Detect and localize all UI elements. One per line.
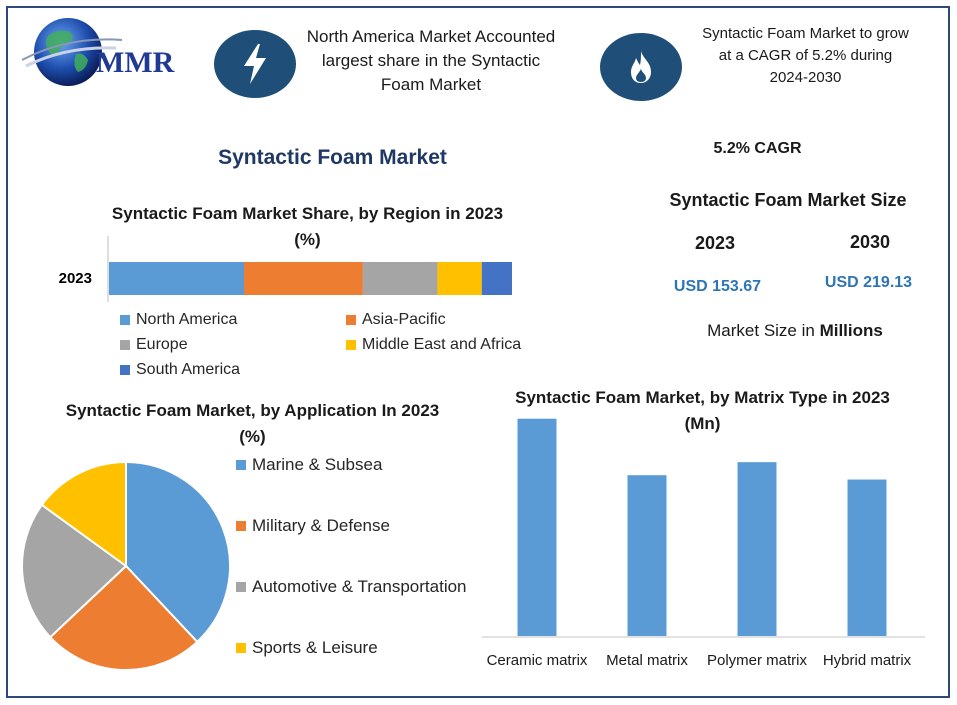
legend-swatch <box>236 643 246 653</box>
value-2023: USD 153.67 <box>673 278 762 295</box>
infographic-frame <box>6 6 950 698</box>
bar-hybrid-matrix <box>847 479 887 636</box>
legend-swatch <box>120 340 130 350</box>
market-size-unit: Market Size in Millions <box>680 321 910 341</box>
lightning-icon-badge <box>214 30 296 98</box>
bar-metal-matrix <box>627 475 667 636</box>
legend-swatch <box>236 521 246 531</box>
market-size-title: Syntactic Foam Market Size <box>669 190 907 210</box>
legend-item-sports-and-leisure: Sports & Leisure <box>236 638 378 658</box>
pie-slice-automotive-and-transportation <box>21 503 128 639</box>
bar-polymer-matrix <box>737 462 777 636</box>
legend-label: Europe <box>136 336 188 353</box>
legend-item-asia-pacific: Asia-Pacific <box>346 311 446 329</box>
legend-swatch <box>346 340 356 350</box>
matrix-chart-title: Syntactic Foam Market, by Matrix Type in… <box>515 388 890 433</box>
legend-label: Sports & Leisure <box>252 638 378 657</box>
bar-segment-north-america <box>109 262 245 295</box>
bar-segment-asia-pacific <box>244 262 363 295</box>
pie-slice-sports-and-leisure <box>40 460 127 568</box>
legend-swatch <box>120 315 130 325</box>
legend-item-middle-east-and-africa: Middle East and Africa <box>346 336 521 354</box>
legend-label: South America <box>136 361 241 378</box>
cagr-text: 5.2% CAGR <box>713 140 802 157</box>
application-chart-title: Syntactic Foam Market, by Application In… <box>65 401 440 446</box>
year-2030-label: 2030 <box>849 232 891 252</box>
x-tick-label: Polymer matrix <box>706 652 807 669</box>
legend-item-south-america: South America <box>120 361 240 379</box>
value-2030: USD 219.13 <box>824 274 913 291</box>
region-stacked-bar-chart: 2023 <box>59 236 512 302</box>
bar-segment-middle-east-and-africa <box>437 262 482 295</box>
page-title: Syntactic Foam Market <box>218 146 447 169</box>
legend-label: Military & Defense <box>252 516 390 535</box>
application-pie-chart <box>21 460 231 671</box>
legend-swatch <box>236 582 246 592</box>
bar-ceramic-matrix <box>517 418 557 636</box>
logo-text: MMR <box>96 46 175 79</box>
x-tick-label: Ceramic matrix <box>486 652 588 669</box>
bar-segment-europe <box>362 262 438 295</box>
pie-slice-marine-and-subsea <box>125 460 231 644</box>
legend-item-marine-and-subsea: Marine & Subsea <box>236 455 382 475</box>
globe-icon <box>21 18 123 86</box>
legend-label: North America <box>136 311 238 328</box>
flame-icon <box>631 51 651 83</box>
legend-item-north-america: North America <box>120 311 237 329</box>
matrix-bar-chart <box>482 418 925 638</box>
region-chart-title: Syntactic Foam Market Share, by Region i… <box>111 204 504 249</box>
info-right-text: Syntactic Foam Market to grow at a CAGR … <box>702 25 909 86</box>
bar-segment-south-america <box>481 262 512 295</box>
legend-label: Marine & Subsea <box>252 455 383 474</box>
year-2023-label: 2023 <box>694 233 736 253</box>
legend-swatch <box>236 460 246 470</box>
unit-bold: Millions <box>819 321 883 340</box>
legend-swatch <box>346 315 356 325</box>
legend-swatch <box>120 365 130 375</box>
info-left-text: North America Market Accounted largest s… <box>306 27 556 94</box>
legend-label: Asia-Pacific <box>362 311 446 328</box>
region-category-label: 2023 <box>59 270 92 287</box>
x-tick-label: Metal matrix <box>606 652 688 669</box>
pie-slice-military-and-defense <box>48 564 199 671</box>
legend-item-europe: Europe <box>120 336 188 354</box>
x-tick-label: Hybrid matrix <box>822 652 912 669</box>
legend-label: Middle East and Africa <box>362 336 522 353</box>
flame-icon-badge <box>600 33 682 101</box>
legend-item-military-and-defense: Military & Defense <box>236 516 390 536</box>
legend-item-automotive-and-transportation: Automotive & Transportation <box>236 577 467 597</box>
lightning-bolt-icon <box>244 44 266 84</box>
mmr-logo: MMR <box>18 14 193 92</box>
unit-prefix: Market Size in <box>707 321 820 340</box>
legend-label: Automotive & Transportation <box>252 577 467 596</box>
